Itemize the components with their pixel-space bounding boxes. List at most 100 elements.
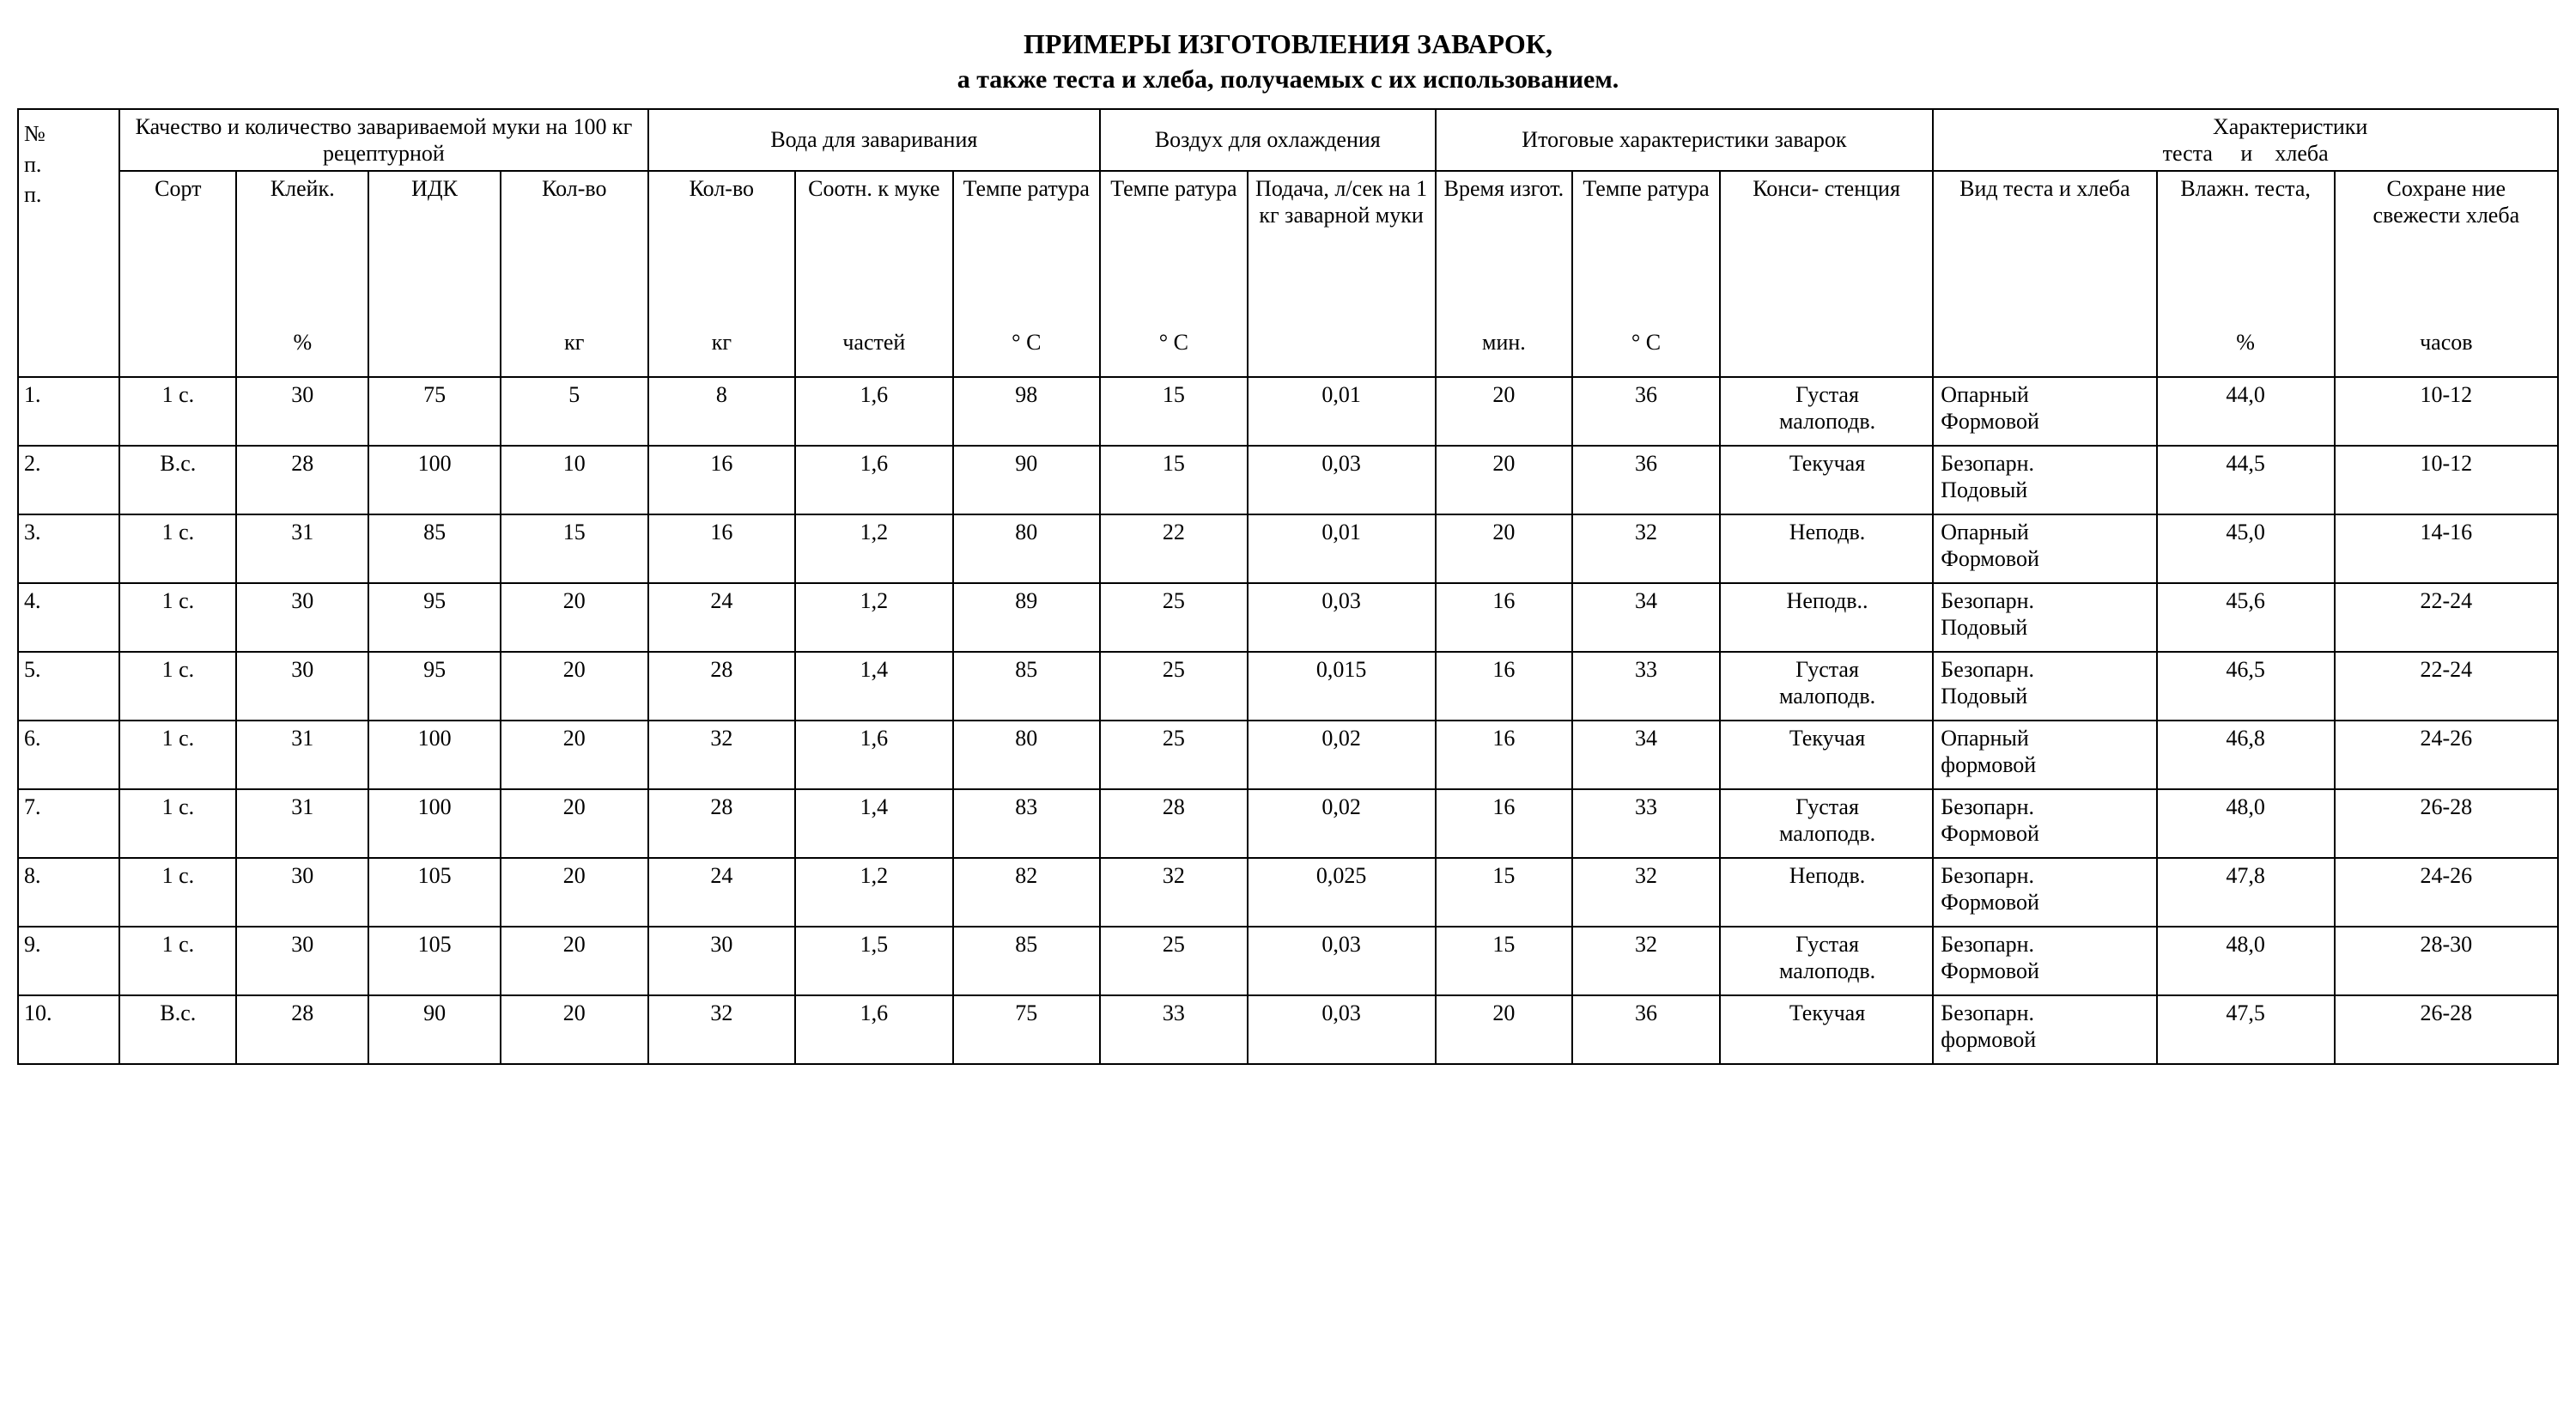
cell-sohr: 26-28 bbox=[2335, 789, 2558, 858]
title-line-1: ПРИМЕРЫ ИЗГОТОВЛЕНИЯ ЗАВАРОК, bbox=[17, 26, 2559, 63]
cell-vremya: 20 bbox=[1436, 377, 1573, 446]
cell-sohr: 26-28 bbox=[2335, 995, 2558, 1064]
cell-vremya: 15 bbox=[1436, 927, 1573, 995]
col-kol-vody-unit: кг bbox=[712, 329, 732, 356]
cell-vremya: 16 bbox=[1436, 721, 1573, 789]
cell-temp-zavar: 32 bbox=[1572, 514, 1720, 583]
cell-number: 3. bbox=[18, 514, 119, 583]
cell-sootn: 1,6 bbox=[795, 377, 952, 446]
page-title-block: ПРИМЕРЫ ИЗГОТОВЛЕНИЯ ЗАВАРОК, а также те… bbox=[17, 26, 2559, 98]
cell-kol-muki: 20 bbox=[501, 858, 648, 927]
cell-kol-vody: 32 bbox=[648, 995, 796, 1064]
cell-kol-vody: 28 bbox=[648, 789, 796, 858]
col-idk: ИДК bbox=[368, 171, 501, 377]
cell-kleik: 28 bbox=[236, 446, 368, 514]
cell-konsist: Густая малоподв. bbox=[1720, 377, 1933, 446]
cell-podacha: 0,015 bbox=[1248, 652, 1436, 721]
cell-sootn: 1,4 bbox=[795, 789, 952, 858]
col-vlazh-text: Влажн. теста, bbox=[2180, 175, 2311, 202]
table-row: 4.1 с.309520241,289250,031634Неподв..Без… bbox=[18, 583, 2558, 652]
cell-vlazh: 45,0 bbox=[2157, 514, 2335, 583]
cell-sort: 1 с. bbox=[119, 583, 236, 652]
col-group-water: Вода для заваривания bbox=[648, 109, 1101, 171]
col-group-dough-l1: Характеристики bbox=[1939, 113, 2552, 140]
cell-number: 8. bbox=[18, 858, 119, 927]
cell-podacha: 0,03 bbox=[1248, 927, 1436, 995]
cell-temp-vozd: 15 bbox=[1100, 377, 1248, 446]
cell-sort: 1 с. bbox=[119, 858, 236, 927]
cell-idk: 95 bbox=[368, 583, 501, 652]
col-podacha: Подача, л/сек на 1 кг заварной муки bbox=[1248, 171, 1436, 377]
cell-temp-voda: 89 bbox=[953, 583, 1101, 652]
cell-number: 5. bbox=[18, 652, 119, 721]
cell-konsist: Неподв. bbox=[1720, 514, 1933, 583]
cell-temp-zavar: 34 bbox=[1572, 583, 1720, 652]
cell-kol-vody: 8 bbox=[648, 377, 796, 446]
cell-vremya: 16 bbox=[1436, 652, 1573, 721]
cell-kol-muki: 5 bbox=[501, 377, 648, 446]
col-group-dough-l2: теста и хлеба bbox=[1939, 140, 2552, 167]
col-temp-vozd-text: Темпе ратура bbox=[1110, 175, 1236, 202]
cell-konsist: Текучая bbox=[1720, 446, 1933, 514]
cell-vlazh: 47,8 bbox=[2157, 858, 2335, 927]
cell-sootn: 1,6 bbox=[795, 995, 952, 1064]
cell-idk: 85 bbox=[368, 514, 501, 583]
cell-vlazh: 44,0 bbox=[2157, 377, 2335, 446]
col-sootn: Соотн. к мукечастей bbox=[795, 171, 952, 377]
cell-kol-vody: 24 bbox=[648, 858, 796, 927]
cell-temp-vozd: 25 bbox=[1100, 583, 1248, 652]
col-sort-text: Сорт bbox=[155, 175, 201, 202]
col-vlazh: Влажн. теста,% bbox=[2157, 171, 2335, 377]
cell-podacha: 0,01 bbox=[1248, 514, 1436, 583]
col-number-p2: п. bbox=[24, 179, 41, 210]
cell-sootn: 1,6 bbox=[795, 446, 952, 514]
table-row: 2.В.с.2810010161,690150,032036ТекучаяБез… bbox=[18, 446, 2558, 514]
cell-vid: Опарный формовой bbox=[1933, 721, 2156, 789]
cell-vlazh: 46,8 bbox=[2157, 721, 2335, 789]
col-idk-text: ИДК bbox=[411, 175, 458, 202]
cell-idk: 105 bbox=[368, 927, 501, 995]
cell-sohr: 22-24 bbox=[2335, 652, 2558, 721]
col-number-p1: п. bbox=[24, 149, 41, 179]
cell-number: 1. bbox=[18, 377, 119, 446]
cell-kleik: 30 bbox=[236, 583, 368, 652]
table-row: 3.1 с.318515161,280220,012032Неподв.Опар… bbox=[18, 514, 2558, 583]
cell-kol-muki: 20 bbox=[501, 721, 648, 789]
cell-kol-vody: 30 bbox=[648, 927, 796, 995]
cell-number: 10. bbox=[18, 995, 119, 1064]
cell-sohr: 22-24 bbox=[2335, 583, 2558, 652]
table-header: № п. п. Качество и количество завариваем… bbox=[18, 109, 2558, 377]
cell-sootn: 1,5 bbox=[795, 927, 952, 995]
cell-vremya: 20 bbox=[1436, 514, 1573, 583]
cell-temp-vozd: 15 bbox=[1100, 446, 1248, 514]
cell-idk: 95 bbox=[368, 652, 501, 721]
col-podacha-text: Подача, л/сек на 1 кг заварной муки bbox=[1254, 175, 1430, 228]
cell-sort: 1 с. bbox=[119, 652, 236, 721]
cell-temp-voda: 85 bbox=[953, 927, 1101, 995]
cell-temp-zavar: 36 bbox=[1572, 446, 1720, 514]
cell-konsist: Густая малоподв. bbox=[1720, 927, 1933, 995]
col-kol-vody-text: Кол-во bbox=[690, 175, 754, 202]
col-sohr: Сохране ние свежести хлебачасов bbox=[2335, 171, 2558, 377]
col-kol-muki-unit: кг bbox=[564, 329, 584, 356]
table-row: 10.В.с.289020321,675330,032036ТекучаяБез… bbox=[18, 995, 2558, 1064]
cell-number: 7. bbox=[18, 789, 119, 858]
cell-sort: 1 с. bbox=[119, 789, 236, 858]
col-kleik-text: Клейк. bbox=[270, 175, 335, 202]
cell-temp-vozd: 25 bbox=[1100, 927, 1248, 995]
table-row: 9.1 с.3010520301,585250,031532Густая мал… bbox=[18, 927, 2558, 995]
table-row: 1.1 с.3075581,698150,012036Густая малопо… bbox=[18, 377, 2558, 446]
cell-temp-vozd: 22 bbox=[1100, 514, 1248, 583]
cell-sohr: 24-26 bbox=[2335, 858, 2558, 927]
col-konsist: Конси- стенция bbox=[1720, 171, 1933, 377]
col-temp-vozd: Темпе ратура° С bbox=[1100, 171, 1248, 377]
cell-podacha: 0,03 bbox=[1248, 446, 1436, 514]
cell-sohr: 10-12 bbox=[2335, 377, 2558, 446]
col-group-dough: Характеристики теста и хлеба bbox=[1933, 109, 2558, 171]
table-row: 6.1 с.3110020321,680250,021634ТекучаяОпа… bbox=[18, 721, 2558, 789]
cell-vid: Безопарн. Подовый bbox=[1933, 652, 2156, 721]
cell-podacha: 0,03 bbox=[1248, 583, 1436, 652]
cell-sohr: 10-12 bbox=[2335, 446, 2558, 514]
cell-kol-vody: 16 bbox=[648, 514, 796, 583]
cell-sort: 1 с. bbox=[119, 927, 236, 995]
